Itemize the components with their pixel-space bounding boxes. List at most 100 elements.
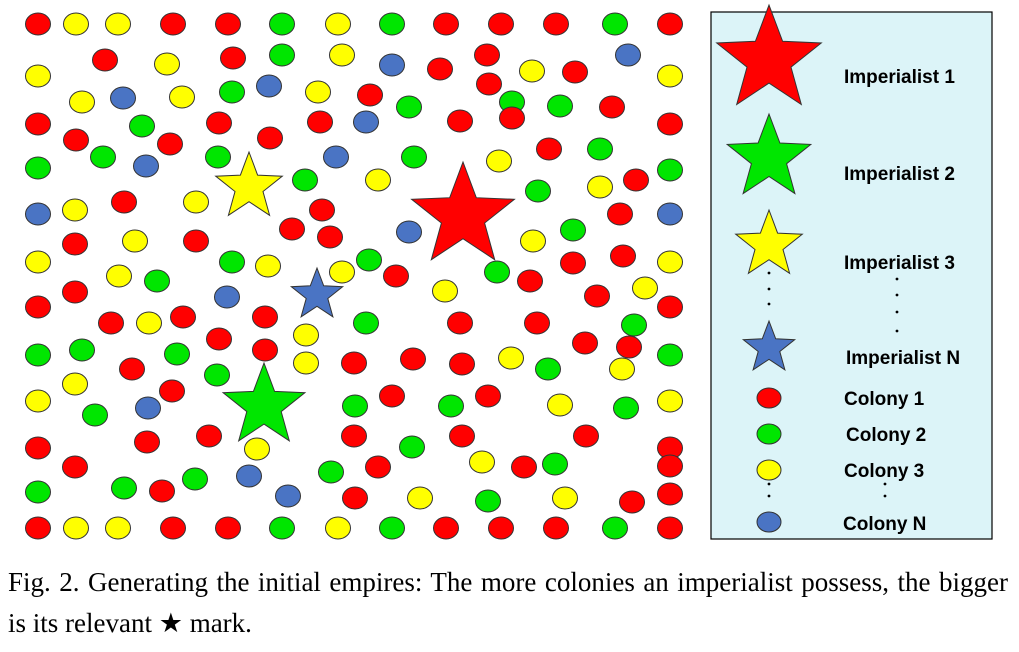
colony-dot <box>536 137 562 161</box>
colony-dot <box>657 389 683 413</box>
colony-dot <box>305 80 331 104</box>
colony-dot <box>599 95 625 119</box>
colony-dot <box>616 335 642 359</box>
colony-dot <box>25 516 51 540</box>
colony-dot <box>106 264 132 288</box>
colony-dot <box>255 254 281 278</box>
colony-dot <box>447 311 473 335</box>
colony-dot <box>329 260 355 284</box>
colony-dot <box>149 479 175 503</box>
legend-colony-n-marker <box>756 511 782 533</box>
colony-dot <box>63 128 89 152</box>
colony-dot <box>220 46 246 70</box>
colony-dot <box>547 393 573 417</box>
colony-dot <box>183 190 209 214</box>
colony-dot <box>562 60 588 84</box>
colony-dot <box>342 394 368 418</box>
colony-dot <box>256 74 282 98</box>
colony-dot <box>341 424 367 448</box>
colony-dot <box>584 284 610 308</box>
colony-dot <box>25 112 51 136</box>
ellipsis-dot <box>767 287 771 291</box>
colony-dot <box>449 352 475 376</box>
colony-dot <box>323 145 349 169</box>
colony-dot <box>379 12 405 36</box>
colony-dot <box>657 482 683 506</box>
colony-dot <box>105 12 131 36</box>
ellipsis-dot <box>767 494 771 498</box>
colony-dot <box>365 168 391 192</box>
colony-dot <box>63 516 89 540</box>
colony-dot <box>615 43 641 67</box>
colony-dot <box>587 137 613 161</box>
star-glyph-icon: ★ <box>158 608 183 638</box>
colony-dot <box>219 80 245 104</box>
colony-dot <box>236 464 262 488</box>
empires-diagram: Imperialist 1 Imperialist 2 Imperialist … <box>25 3 993 540</box>
colony-dot <box>379 53 405 77</box>
colony-dot <box>119 357 145 381</box>
colony-dot <box>182 467 208 491</box>
legend-imperialist-n-label: Imperialist N <box>846 348 960 369</box>
colony-dot <box>657 202 683 226</box>
colony-dot <box>111 190 137 214</box>
colony-dot <box>25 295 51 319</box>
colony-dot <box>399 435 425 459</box>
ellipsis-dot <box>895 329 899 333</box>
colony-dot <box>602 12 628 36</box>
colony-dot <box>25 202 51 226</box>
colony-dot <box>215 12 241 36</box>
colony-dot <box>499 106 525 130</box>
colony-dot <box>136 311 162 335</box>
colony-dot <box>309 198 335 222</box>
legend-imperialist-2-label: Imperialist 2 <box>844 164 955 185</box>
colony-dot <box>543 516 569 540</box>
colony-dot <box>488 12 514 36</box>
colony-dot <box>204 363 230 387</box>
colony-dot <box>587 175 613 199</box>
colony-dot <box>657 112 683 136</box>
legend-imperialist-2-star <box>725 112 813 195</box>
colony-dot <box>610 244 636 268</box>
colony-dot <box>252 305 278 329</box>
legend-imperialist-3-star <box>734 208 804 275</box>
legend-colony-3-marker <box>756 459 782 481</box>
colony-dot <box>62 372 88 396</box>
colony-dot <box>342 486 368 510</box>
legend-box: Imperialist 1 Imperialist 2 Imperialist … <box>710 3 993 540</box>
colony-dot <box>329 43 355 67</box>
colony-dot <box>484 260 510 284</box>
colony-dot <box>341 351 367 375</box>
legend-imperialist-1-star <box>715 3 823 106</box>
colony-dot <box>524 311 550 335</box>
colony-dot <box>657 64 683 88</box>
colony-dot <box>357 83 383 107</box>
ellipsis-dot <box>895 310 899 314</box>
colony-dot <box>449 424 475 448</box>
legend-colony-n-label: Colony N <box>843 514 926 535</box>
ellipsis-dot <box>767 302 771 306</box>
colony-dot <box>62 198 88 222</box>
colony-dot <box>135 396 161 420</box>
colony-dot <box>623 168 649 192</box>
colony-dot <box>269 12 295 36</box>
colony-dot <box>486 149 512 173</box>
colony-dot <box>134 430 160 454</box>
caption-text-end: mark. <box>182 608 252 638</box>
colony-dot <box>159 379 185 403</box>
colony-dot <box>519 59 545 83</box>
colony-dot <box>572 331 598 355</box>
colony-dot <box>520 229 546 253</box>
colony-dot <box>25 436 51 460</box>
colony-dot <box>535 357 561 381</box>
legend-colony-1-marker <box>756 387 782 409</box>
colony-dot <box>82 403 108 427</box>
colony-dot <box>379 384 405 408</box>
colony-dot <box>214 285 240 309</box>
colony-dot <box>619 490 645 514</box>
colony-dot <box>657 295 683 319</box>
colony-dot <box>427 57 453 81</box>
colony-dot <box>474 43 500 67</box>
colony-dot <box>215 516 241 540</box>
colony-dot <box>206 111 232 135</box>
